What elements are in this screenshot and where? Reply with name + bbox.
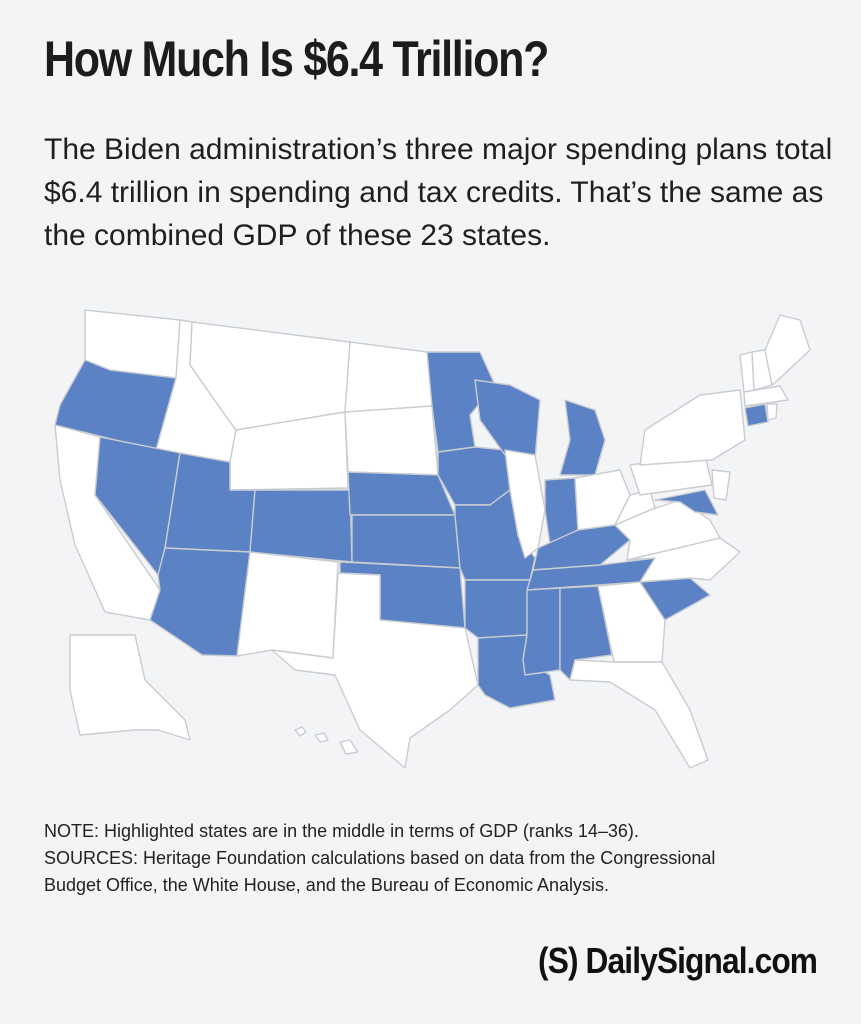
state-florida [569,659,709,769]
state-michigan [559,399,606,476]
sources-line-1: SOURCES: Heritage Foundation calculation… [44,848,716,868]
state-north-carolina [626,537,741,583]
state-texas [271,572,479,769]
subtitle: The Biden administration’s three major s… [44,133,833,252]
state-new-jersey [711,469,731,501]
state-connecticut [744,403,769,427]
state-kansas [351,514,461,569]
state-north-dakota [344,341,433,413]
sources-line-2: Budget Office, the White House, and the … [44,875,609,895]
state-georgia [597,581,666,663]
state-massachusetts [743,385,789,407]
state-mississippi [522,587,561,676]
page-title: How Much Is $6.4 Trillion? [44,31,549,87]
state-hawaii [294,726,359,755]
state-nebraska [347,471,456,516]
state-missouri [454,489,536,581]
state-rhode-island [766,403,778,421]
state-west-virginia [614,489,656,526]
state-minnesota [426,351,496,453]
state-illinois [504,449,546,559]
state-arkansas [464,579,531,639]
state-maine [764,314,811,386]
state-new-york [639,389,746,466]
state-new-mexico [236,551,339,659]
state-wyoming [229,411,349,491]
notes: NOTE: Highlighted states are in the midd… [44,818,844,899]
state-south-dakota [344,405,439,476]
note-line: NOTE: Highlighted states are in the midd… [44,821,639,841]
us-map [54,309,811,769]
daily-signal-logo: (S) DailySignal.com [537,940,818,981]
state-colorado [249,489,353,563]
state-iowa [437,446,511,506]
state-alaska [69,634,191,741]
state-arizona [149,547,251,657]
state-maryland [654,489,719,516]
